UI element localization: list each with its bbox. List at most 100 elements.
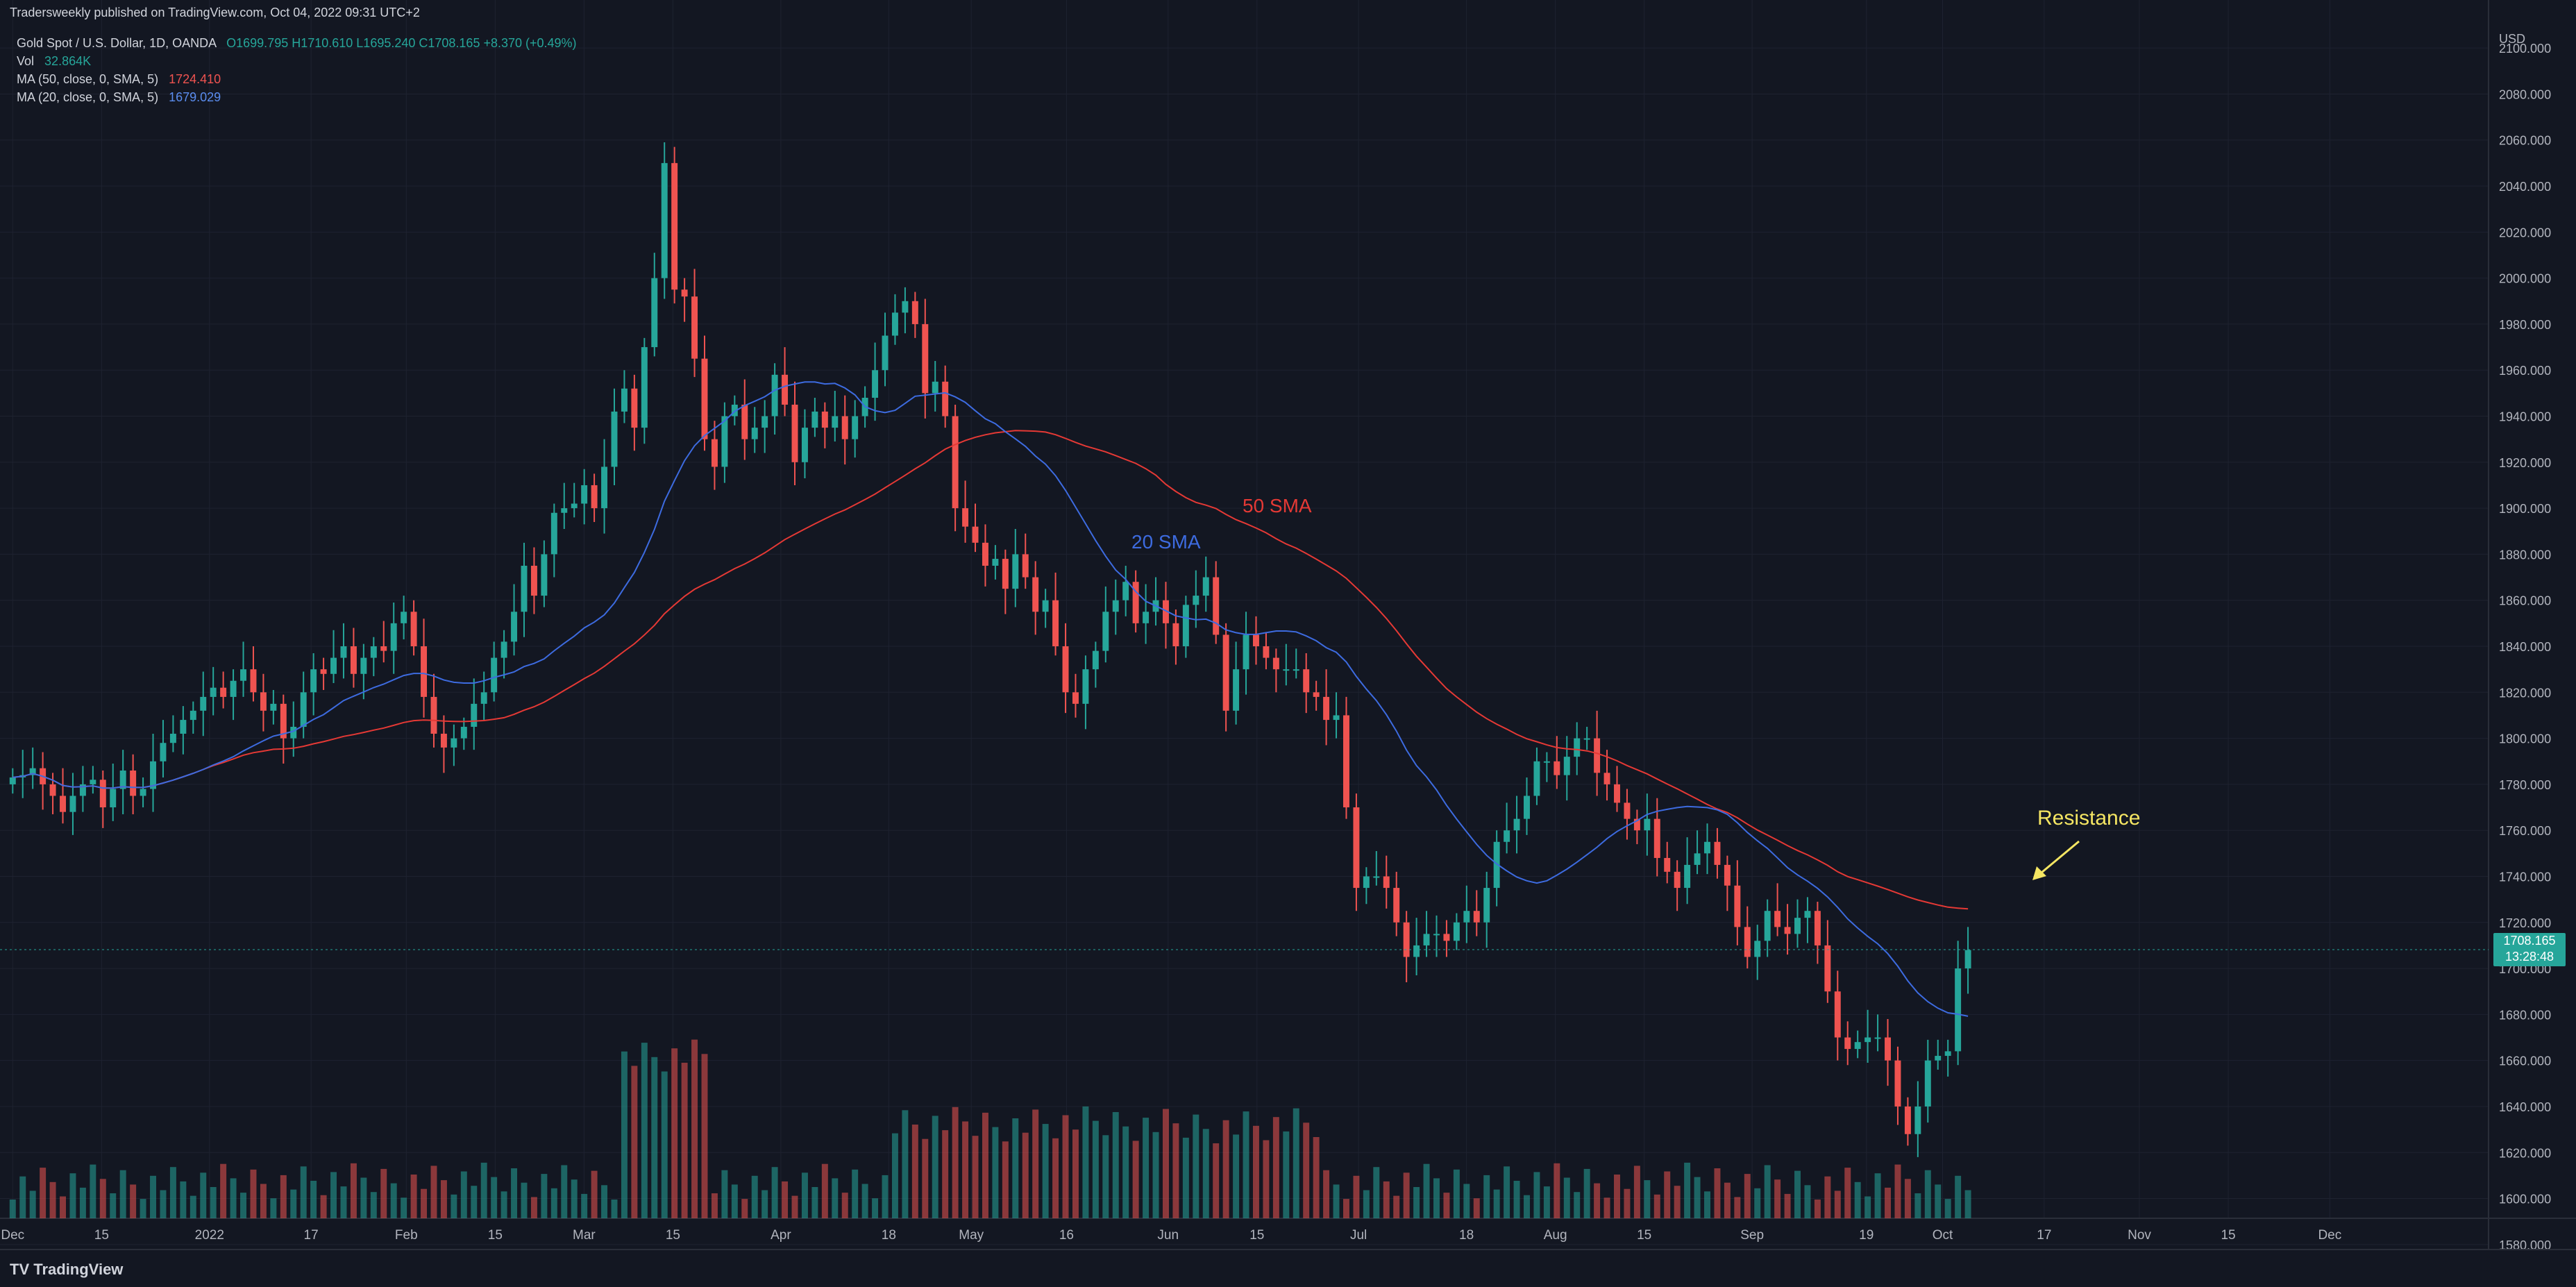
volume-bar [29, 1191, 36, 1218]
volume-bar [60, 1196, 66, 1218]
price-tick-label: 1600.000 [2499, 1193, 2551, 1206]
volume-bar [1002, 1141, 1009, 1218]
candle-body [1062, 646, 1069, 693]
candle-body [751, 428, 758, 439]
volume-bar [1653, 1194, 1660, 1218]
volume-bar [1283, 1131, 1290, 1218]
volume-bar [390, 1183, 397, 1218]
volume-bar [1935, 1184, 1942, 1218]
volume-bar [1904, 1179, 1911, 1218]
candle-body [330, 657, 337, 674]
candle-body [1272, 657, 1279, 670]
price-tick-label: 1840.000 [2499, 640, 2551, 654]
volume-bar [1834, 1191, 1841, 1218]
brand-name: TradingView [33, 1261, 124, 1278]
volume-bar [210, 1187, 217, 1218]
volume-bar [1122, 1126, 1129, 1218]
volume-bar [841, 1193, 848, 1218]
candle-body [872, 370, 879, 398]
volume-bar [651, 1057, 658, 1218]
time-tick-label: Sep [1740, 1228, 1764, 1243]
candle-body [1182, 605, 1189, 646]
volume-bar [1533, 1172, 1540, 1218]
candle-body [1644, 818, 1651, 831]
last-price-value: 1708.165 [2503, 934, 2556, 948]
volume-bar [1504, 1166, 1510, 1218]
volume-bar [1684, 1162, 1691, 1218]
volume-bar [1052, 1138, 1059, 1218]
volume-bar [591, 1170, 598, 1218]
candle-body [1874, 1037, 1881, 1039]
time-tick-label: Nov [2128, 1228, 2151, 1243]
candle-body [200, 696, 207, 711]
price-tick-label: 1960.000 [2499, 364, 2551, 378]
volume-bar [791, 1195, 798, 1218]
volume-bar [561, 1165, 568, 1218]
volume-bar [1072, 1129, 1079, 1218]
candle-body [1955, 968, 1962, 1052]
volume-bar [1423, 1163, 1430, 1218]
volume-bar [1463, 1184, 1470, 1218]
candle-body [1774, 911, 1781, 927]
volume-bar [1734, 1197, 1741, 1218]
volume-bar [992, 1127, 999, 1218]
ma50-label: MA (50, close, 0, SMA, 5) [17, 72, 159, 86]
volume-bar [500, 1191, 507, 1218]
candle-body [220, 687, 227, 697]
volume-bar [1574, 1192, 1581, 1218]
volume-bar [641, 1043, 648, 1218]
candle-body [1614, 784, 1620, 803]
candle-body [240, 669, 247, 681]
candle-body [521, 565, 528, 612]
volume-bar [380, 1168, 387, 1218]
resistance-arrow [2037, 840, 2080, 877]
candle-body [601, 466, 608, 509]
candle-body [1554, 761, 1560, 775]
volume-bar [1784, 1193, 1791, 1218]
price-tick-label: 1680.000 [2499, 1008, 2551, 1022]
volume-bar [1453, 1169, 1460, 1218]
annotation-50sma: 50 SMA [1243, 495, 1312, 516]
time-tick-label: Aug [1544, 1228, 1567, 1243]
time-tick-label: Jul [1350, 1228, 1367, 1243]
volume-bar [130, 1184, 137, 1218]
volume-bar [721, 1170, 728, 1218]
price-tick-label: 2000.000 [2499, 272, 2551, 286]
candle-body [952, 416, 959, 509]
volume-bar [1233, 1134, 1240, 1218]
candle-body [1162, 600, 1169, 623]
volume-bar [1252, 1125, 1259, 1218]
volume-bar [1744, 1174, 1751, 1218]
volume-bar [1403, 1172, 1410, 1218]
volume-bar [811, 1187, 818, 1218]
volume-bar [220, 1163, 227, 1218]
candle-body [962, 508, 969, 527]
candle-body [691, 296, 698, 359]
candle-body [1143, 612, 1150, 623]
candle-body [1022, 554, 1029, 578]
volume-bar [119, 1170, 126, 1218]
volume-bar [1844, 1168, 1851, 1218]
volume-bar [1794, 1170, 1801, 1218]
candle-body [1894, 1060, 1901, 1107]
volume-bar [1814, 1200, 1821, 1218]
volume-bar [1213, 1143, 1220, 1218]
volume-bar [1603, 1197, 1610, 1218]
candle-body [801, 428, 808, 462]
candle-body [1243, 634, 1249, 670]
volume-bar [521, 1182, 528, 1218]
volume-bar [290, 1189, 297, 1218]
candle-body [1804, 911, 1811, 918]
candle-body [631, 388, 638, 428]
candle-body [1032, 577, 1039, 612]
candle-body [1504, 830, 1510, 842]
candle-body [1012, 554, 1019, 589]
volume-bar [1132, 1141, 1139, 1218]
candle-body [771, 374, 778, 417]
candle-body [60, 796, 66, 812]
candle-body [9, 777, 16, 784]
candle-body [210, 687, 217, 697]
candle-body [832, 416, 839, 428]
volume-bar [1303, 1122, 1310, 1218]
